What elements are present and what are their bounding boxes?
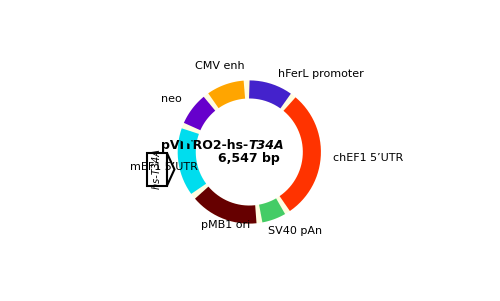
- Text: SV40 pAn: SV40 pAn: [268, 226, 322, 236]
- Text: CMV enh: CMV enh: [195, 61, 245, 71]
- Bar: [148, 153, 167, 186]
- Text: pVITRO2-hs-: pVITRO2-hs-: [162, 138, 248, 151]
- Text: mEF1 5’UTR: mEF1 5’UTR: [130, 163, 198, 172]
- Text: chEF1 5’UTR: chEF1 5’UTR: [332, 153, 403, 163]
- Text: T34A: T34A: [248, 138, 284, 151]
- Text: hs-​T34A: hs-​T34A: [152, 150, 162, 189]
- Text: pMB1 ori: pMB1 ori: [202, 220, 250, 230]
- Text: neo: neo: [161, 94, 182, 104]
- Text: 6,547 bp: 6,547 bp: [218, 153, 280, 166]
- Text: hFerL promoter: hFerL promoter: [278, 69, 364, 79]
- Polygon shape: [167, 153, 174, 186]
